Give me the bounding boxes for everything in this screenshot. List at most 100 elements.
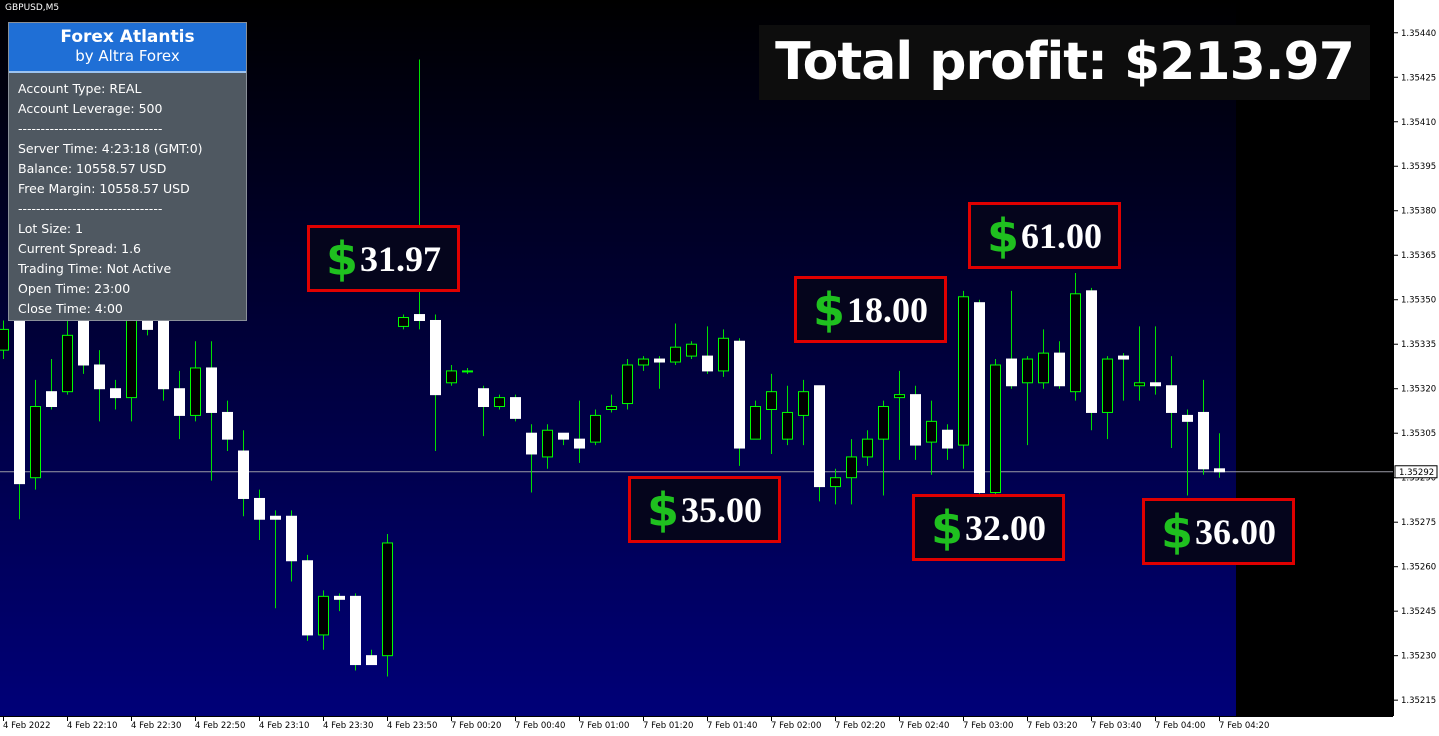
candle-body	[430, 319, 441, 396]
candle-body	[702, 355, 713, 372]
candle-body	[494, 397, 505, 408]
candle-body	[190, 367, 201, 416]
x-tick-label: 4 Feb 22:50	[195, 721, 245, 731]
y-tick-label: 1.35335	[1401, 340, 1436, 350]
panel-lines: Account Type: REAL Account Leverage: 500 -…	[9, 73, 246, 319]
plot	[0, 59, 1393, 677]
x-tick-label: 7 Feb 00:40	[515, 721, 565, 731]
candle-body	[846, 456, 857, 479]
y-tick-label: 1.35350	[1401, 296, 1436, 306]
candle-body	[270, 515, 281, 520]
candle-body	[238, 450, 249, 499]
profit-currency: $	[1160, 504, 1193, 559]
candle-body	[382, 542, 393, 657]
x-tick-label: 7 Feb 01:00	[579, 721, 629, 731]
x-tick-label: 4 Feb 23:50	[387, 721, 437, 731]
candle-body	[670, 346, 681, 363]
price-axis	[1394, 0, 1439, 736]
y-tick-label: 1.35290	[1401, 474, 1436, 484]
candle-body	[926, 420, 937, 443]
candle-body	[462, 370, 473, 373]
profit-amount: 32.00	[965, 507, 1046, 548]
x-tick-label: 4 Feb 2022	[3, 721, 51, 731]
panel-line: Open Time: 23:00	[18, 281, 131, 296]
y-tick-label: 1.35410	[1401, 118, 1436, 128]
panel-line: Server Time: 4:23:18 (GMT:0)	[18, 141, 203, 156]
candle-body	[878, 406, 889, 440]
candle-body	[542, 429, 553, 458]
y-tick-label: 1.35425	[1401, 73, 1436, 83]
candle-body	[174, 388, 185, 416]
current-price-label: 1.35292	[1399, 468, 1434, 478]
candle-body	[62, 334, 73, 393]
candle-body	[1070, 293, 1081, 393]
panel-line: Account Type: REAL	[18, 81, 142, 96]
candle-body	[574, 438, 585, 449]
x-tick-label: 7 Feb 00:20	[451, 721, 501, 731]
candle-body	[414, 314, 425, 321]
profit-amount: 61.00	[1021, 215, 1102, 256]
candle-body	[0, 328, 9, 351]
candle-body	[590, 414, 601, 443]
profit-label: $31.97	[307, 225, 460, 292]
candle-body	[638, 358, 649, 366]
time-axis	[0, 717, 1394, 736]
candle-body	[766, 391, 777, 410]
profit-amount: 18.00	[847, 289, 928, 330]
panel-line: Balance: 10558.57 USD	[18, 161, 167, 176]
candle-body	[206, 367, 217, 413]
profit-currency: $	[812, 282, 845, 337]
x-tick-label: 7 Feb 03:00	[963, 721, 1013, 731]
candle-body	[142, 319, 153, 330]
candle-body	[814, 385, 825, 488]
candle-body	[126, 319, 137, 399]
profit-label: $18.00	[794, 276, 947, 343]
panel-line: Account Leverage: 500	[18, 101, 163, 116]
candle-body	[1118, 355, 1129, 360]
candle-body	[750, 406, 761, 440]
y-tick-label: 1.35215	[1401, 696, 1436, 706]
candle-body	[286, 515, 297, 562]
candle-body	[1086, 290, 1097, 413]
profit-currency: $	[646, 482, 679, 537]
candle-body	[510, 397, 521, 419]
candle-body	[446, 370, 457, 384]
panel-line: Lot Size: 1	[18, 221, 84, 236]
y-tick-label: 1.35320	[1401, 385, 1436, 395]
candle-body	[654, 358, 665, 363]
candle-body	[222, 411, 233, 440]
profit-currency: $	[325, 231, 358, 286]
candle-body	[558, 432, 569, 440]
panel-line: Free Margin: 10558.57 USD	[18, 181, 190, 196]
candle-body	[1102, 358, 1113, 413]
x-tick-label: 7 Feb 02:00	[771, 721, 821, 731]
x-tick-label: 4 Feb 22:30	[131, 721, 181, 731]
candle-body	[606, 406, 617, 410]
candle-body	[78, 319, 89, 366]
candle-body	[478, 388, 489, 408]
y-tick-label: 1.35305	[1401, 429, 1436, 439]
candle-body	[1214, 468, 1225, 473]
y-tick-label: 1.35395	[1401, 162, 1436, 172]
candle-body	[1198, 411, 1209, 470]
total-profit: Total profit: $213.97	[759, 25, 1370, 100]
panel-line: Current Spread: 1.6	[18, 241, 142, 256]
y-tick-label: 1.35245	[1401, 607, 1436, 617]
candle-body	[334, 595, 345, 600]
y-tick-label: 1.35275	[1401, 518, 1436, 528]
candle-body	[910, 394, 921, 446]
candle-body	[862, 438, 873, 458]
profit-label: $61.00	[968, 202, 1121, 269]
info-panel: Forex Atlantis by Altra Forex Account Ty…	[8, 22, 247, 321]
candle-body	[1166, 385, 1177, 413]
candle-body	[894, 394, 905, 399]
candle-body	[14, 319, 25, 485]
symbol-label: GBPUSD,M5	[5, 3, 60, 13]
current-price-box	[1394, 465, 1438, 479]
y-tick-label: 1.35260	[1401, 563, 1436, 573]
x-tick-label: 7 Feb 03:20	[1027, 721, 1077, 731]
candle-body	[686, 343, 697, 357]
y-tick-label: 1.35230	[1401, 652, 1436, 662]
candle-body	[1006, 358, 1017, 387]
profit-currency: $	[930, 500, 963, 555]
